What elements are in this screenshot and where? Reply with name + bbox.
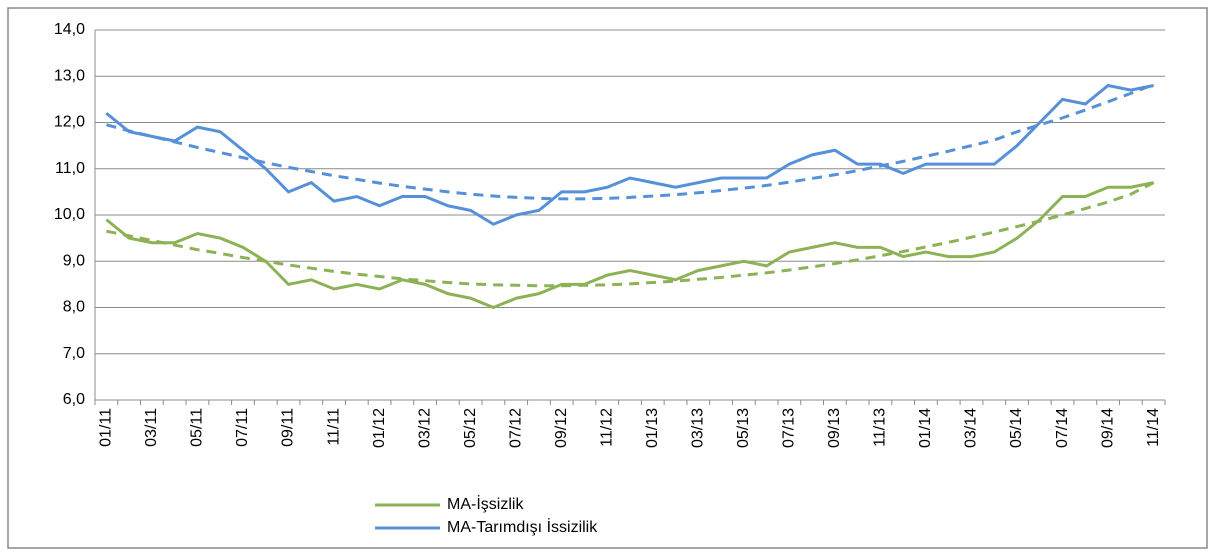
y-tick-label: 13,0 [54,67,85,84]
x-tick-label: 11/13 [872,408,889,447]
x-tick-label: 03/14 [963,408,980,448]
x-tick-label: 07/11 [234,408,251,447]
x-tick-label: 11/12 [598,408,615,447]
y-tick-label: 10,0 [54,206,85,223]
x-tick-label: 05/13 [735,408,752,448]
x-tick-label: 11/11 [325,408,342,446]
x-tick-label: 09/14 [1099,408,1116,448]
trend-line [106,83,1155,201]
y-tick-label: 6,0 [63,391,85,408]
x-tick-label: 07/12 [507,408,524,448]
x-tick-label: 07/13 [781,408,798,448]
y-tick-label: 11,0 [55,160,85,177]
series-line [105,181,1154,310]
chart-frame [7,7,1208,549]
y-tick-label: 14,0 [54,21,85,38]
x-tick-label: 03/11 [143,408,160,447]
y-tick-label: 8,0 [63,299,85,316]
x-tick-label: 01/13 [644,408,661,448]
x-tick-label: 05/11 [189,408,206,447]
x-tick-label: 05/14 [1008,408,1025,448]
series-line [105,83,1154,226]
y-tick-label: 12,0 [54,114,85,131]
x-tick-label: 03/12 [416,408,433,448]
y-tick-label: 9,0 [63,252,85,269]
x-tick-label: 11/14 [1145,408,1162,447]
x-tick-label: 05/12 [462,408,479,448]
trend-line [106,181,1155,288]
y-tick-label: 7,0 [63,345,85,362]
x-tick-label: 01/14 [917,408,934,448]
x-tick-label: 09/11 [280,408,297,447]
x-tick-label: 09/12 [553,408,570,448]
x-tick-label: 01/12 [371,408,388,448]
legend-label: MA-İşsizlik [447,494,524,513]
x-tick-label: 09/13 [826,408,843,448]
x-tick-label: 01/11 [98,408,115,447]
x-tick-label: 07/14 [1054,408,1071,448]
legend-label: MA-Tarımdışı İssizilik [447,517,598,536]
x-tick-label: 03/13 [690,408,707,448]
